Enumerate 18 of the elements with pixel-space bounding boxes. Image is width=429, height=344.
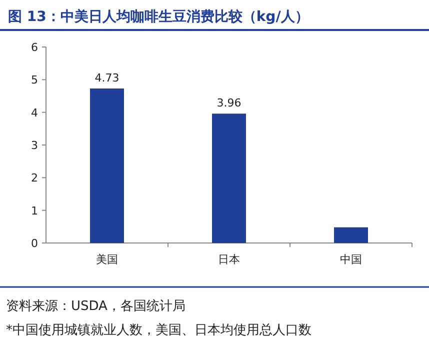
x-tick-label: 日本 — [218, 253, 240, 266]
data-label: 3.96 — [216, 96, 242, 110]
y-tick-label: 0 — [31, 237, 38, 250]
y-tick-label: 5 — [31, 74, 38, 87]
y-tick-label: 6 — [31, 41, 38, 54]
y-tick-label: 4 — [31, 106, 38, 120]
text: 资料来源：USDA，各国统计局 — [6, 299, 186, 314]
y-tick-label: 1 — [31, 204, 38, 218]
bar — [90, 88, 124, 243]
x-tick-label: 中国 — [340, 253, 362, 266]
y-tick-label: 3 — [31, 139, 38, 152]
data-label: 4.73 — [94, 71, 120, 84]
y-tick-label: 2 — [31, 172, 38, 185]
chart-title: 图 13：中美日人均咖啡生豆消费比较（kg/人） — [8, 8, 309, 25]
text: *中国使用城镇就业人数，美国、日本均使用总人口数 — [6, 322, 312, 338]
bar — [212, 114, 246, 243]
bar — [334, 227, 368, 243]
x-tick-label: 美国 — [96, 253, 118, 266]
